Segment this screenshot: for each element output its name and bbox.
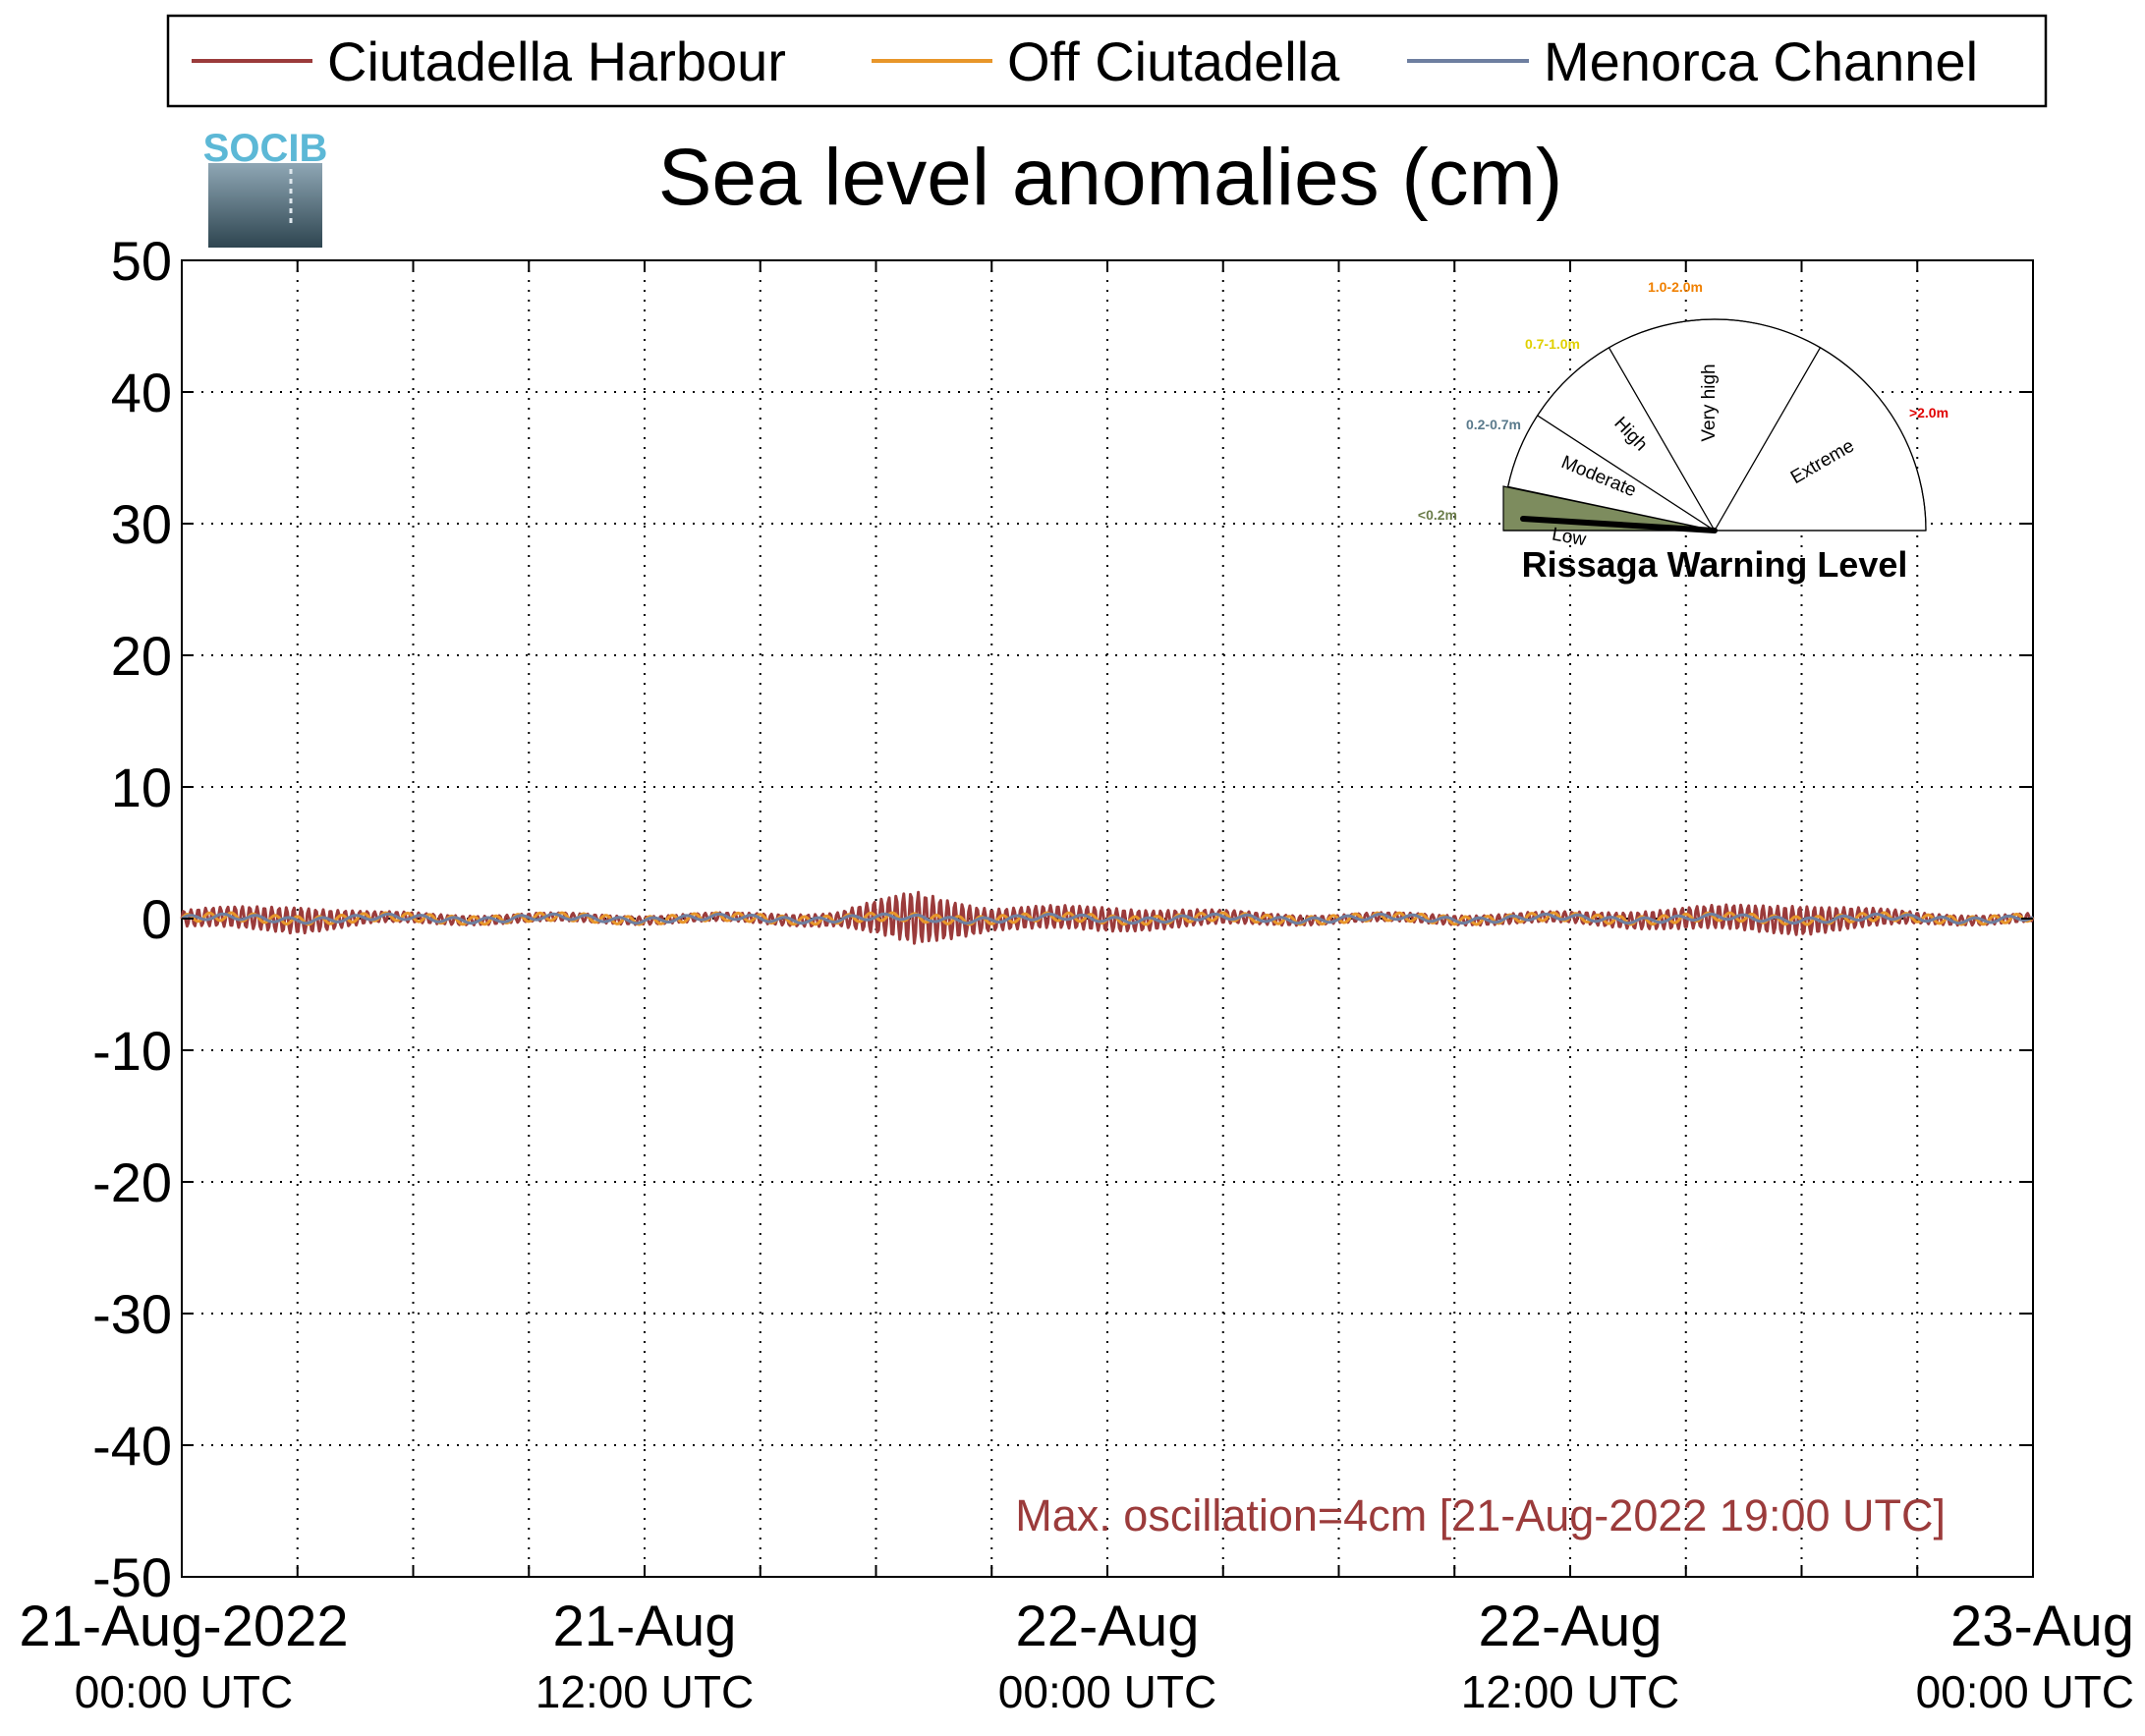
x-tick-label: 22-Aug bbox=[1478, 1595, 1662, 1658]
y-tick-label: -10 bbox=[92, 1020, 172, 1082]
gauge-sector-label: Very high bbox=[1699, 364, 1720, 441]
x-tick-sublabel: 12:00 UTC bbox=[1461, 1666, 1679, 1717]
gauge-arc bbox=[1507, 318, 1927, 532]
gauge-range-label: 0.2-0.7m bbox=[1466, 417, 1521, 432]
axes: -50 -40 -30 -20 -10 0 10 20 30 40 50 21-Aug-2022 00:… bbox=[19, 230, 2134, 1717]
y-tick-label: 20 bbox=[111, 625, 172, 687]
legend-label-ciutadella-harbour: Ciutadella Harbour bbox=[327, 30, 786, 92]
y-tick-label: 50 bbox=[111, 230, 172, 292]
gauge-range-label: <0.2m bbox=[1418, 507, 1457, 523]
x-tick-sublabel: 00:00 UTC bbox=[998, 1666, 1216, 1717]
legend: Ciutadella Harbour Off Ciutadella Menorc… bbox=[166, 14, 2048, 108]
logo-text: SOCIB bbox=[203, 127, 328, 170]
y-tick-label: -30 bbox=[92, 1283, 172, 1345]
legend-label-off-ciutadella: Off Ciutadella bbox=[1007, 30, 1340, 92]
y-tick-label: 30 bbox=[111, 493, 172, 555]
series-lines bbox=[180, 890, 2035, 945]
y-tick-label: 10 bbox=[111, 756, 172, 818]
gauge-title: Rissaga Warning Level bbox=[1522, 544, 1908, 585]
y-tick-label: -40 bbox=[92, 1415, 172, 1477]
x-tick-sublabel: 00:00 UTC bbox=[75, 1666, 293, 1717]
gauge-needle bbox=[1520, 516, 1718, 533]
y-tick-label: -50 bbox=[92, 1546, 172, 1608]
series-line-menorca-channel bbox=[181, 912, 2034, 925]
x-tick-sublabel: 12:00 UTC bbox=[536, 1666, 754, 1717]
y-tick-label: -20 bbox=[92, 1151, 172, 1213]
max-oscillation-annotation: Max. oscillation=4cm [21-Aug-2022 19:00 … bbox=[1015, 1490, 1946, 1540]
legend-label-menorca-channel: Menorca Channel bbox=[1544, 30, 1978, 92]
legend-frame bbox=[166, 14, 2048, 108]
gauge-range-label: >2.0m bbox=[1909, 405, 1948, 420]
socib-logo-icon: SOCIB bbox=[203, 127, 328, 248]
y-tick-label: 40 bbox=[111, 362, 172, 423]
chart-title: Sea level anomalies (cm) bbox=[658, 133, 1563, 222]
y-tick-label: 0 bbox=[141, 888, 172, 950]
gauge-range-label: 0.7-1.0m bbox=[1525, 336, 1580, 352]
x-tick-label: 23-Aug bbox=[1950, 1595, 2134, 1658]
x-tick-sublabel: 00:00 UTC bbox=[1916, 1666, 2134, 1717]
x-tick-label: 21-Aug-2022 bbox=[19, 1595, 348, 1658]
x-tick-label: 21-Aug bbox=[552, 1595, 736, 1658]
x-tick-label: 22-Aug bbox=[1015, 1595, 1199, 1658]
gauge-range-label: 1.0-2.0m bbox=[1648, 279, 1703, 295]
